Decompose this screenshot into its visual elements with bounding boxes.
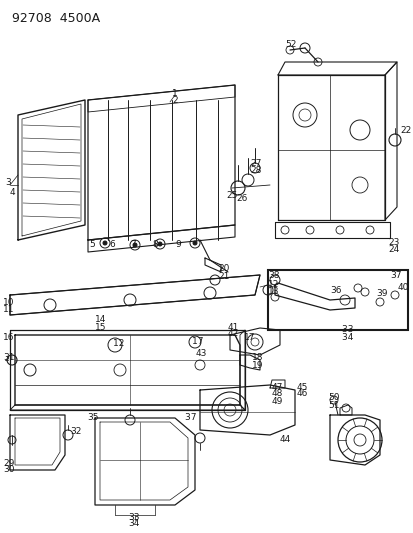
Text: 48: 48 <box>271 390 282 399</box>
Text: 2: 2 <box>171 95 177 104</box>
Text: 20: 20 <box>218 263 229 272</box>
Text: 45: 45 <box>296 383 308 392</box>
Text: 46: 46 <box>296 390 308 399</box>
Text: 44: 44 <box>279 435 291 445</box>
Text: 92708  4500A: 92708 4500A <box>12 12 100 25</box>
Text: 8: 8 <box>152 239 157 248</box>
Text: 28: 28 <box>249 166 261 174</box>
Text: 34: 34 <box>341 333 356 342</box>
Text: 12: 12 <box>267 279 279 288</box>
Text: 49: 49 <box>271 397 282 406</box>
Text: 22: 22 <box>399 125 410 134</box>
Text: 50: 50 <box>327 393 339 402</box>
Text: 12: 12 <box>113 338 127 348</box>
Text: 27: 27 <box>249 158 261 167</box>
Circle shape <box>103 241 107 245</box>
Text: 40: 40 <box>397 282 408 292</box>
Text: 31: 31 <box>3 353 14 362</box>
Text: 33: 33 <box>128 513 139 521</box>
Bar <box>267 270 407 330</box>
Text: 3: 3 <box>5 177 11 187</box>
Text: 10: 10 <box>3 297 14 306</box>
Text: 14: 14 <box>95 316 106 325</box>
Text: 11: 11 <box>3 304 14 313</box>
Text: 52: 52 <box>284 39 296 49</box>
Text: 37: 37 <box>185 414 199 423</box>
Text: 23: 23 <box>387 238 399 246</box>
Text: 51: 51 <box>327 400 339 409</box>
Text: 17: 17 <box>192 337 206 346</box>
Text: 15: 15 <box>95 322 106 332</box>
Text: 21: 21 <box>218 271 229 280</box>
Text: 24: 24 <box>387 245 398 254</box>
Text: 36: 36 <box>329 286 341 295</box>
Text: 41: 41 <box>228 322 239 332</box>
Text: 30: 30 <box>3 465 14 474</box>
Circle shape <box>158 242 161 246</box>
Text: 25: 25 <box>225 190 237 199</box>
Text: 18: 18 <box>252 353 263 362</box>
Circle shape <box>133 243 137 247</box>
Text: 17: 17 <box>243 334 255 343</box>
Text: 34: 34 <box>128 520 139 529</box>
Circle shape <box>192 241 197 245</box>
Text: 9: 9 <box>175 239 180 248</box>
Text: 6: 6 <box>109 239 114 248</box>
Text: 26: 26 <box>235 193 247 203</box>
Text: 1: 1 <box>171 88 177 98</box>
Text: 29: 29 <box>3 458 14 467</box>
Text: 38: 38 <box>267 271 279 279</box>
Text: 42: 42 <box>228 329 239 338</box>
Text: 13: 13 <box>267 287 279 295</box>
Text: 47: 47 <box>271 383 282 392</box>
Text: 19: 19 <box>252 360 263 369</box>
Text: 7: 7 <box>130 239 135 248</box>
Text: 37: 37 <box>389 271 401 279</box>
Text: 39: 39 <box>375 288 387 297</box>
Text: 35: 35 <box>87 414 98 423</box>
Text: 16: 16 <box>3 334 14 343</box>
Text: 33: 33 <box>341 326 356 335</box>
Text: 4: 4 <box>10 188 16 197</box>
Text: 32: 32 <box>70 427 81 437</box>
Text: 43: 43 <box>195 349 207 358</box>
Text: 5: 5 <box>89 239 95 248</box>
